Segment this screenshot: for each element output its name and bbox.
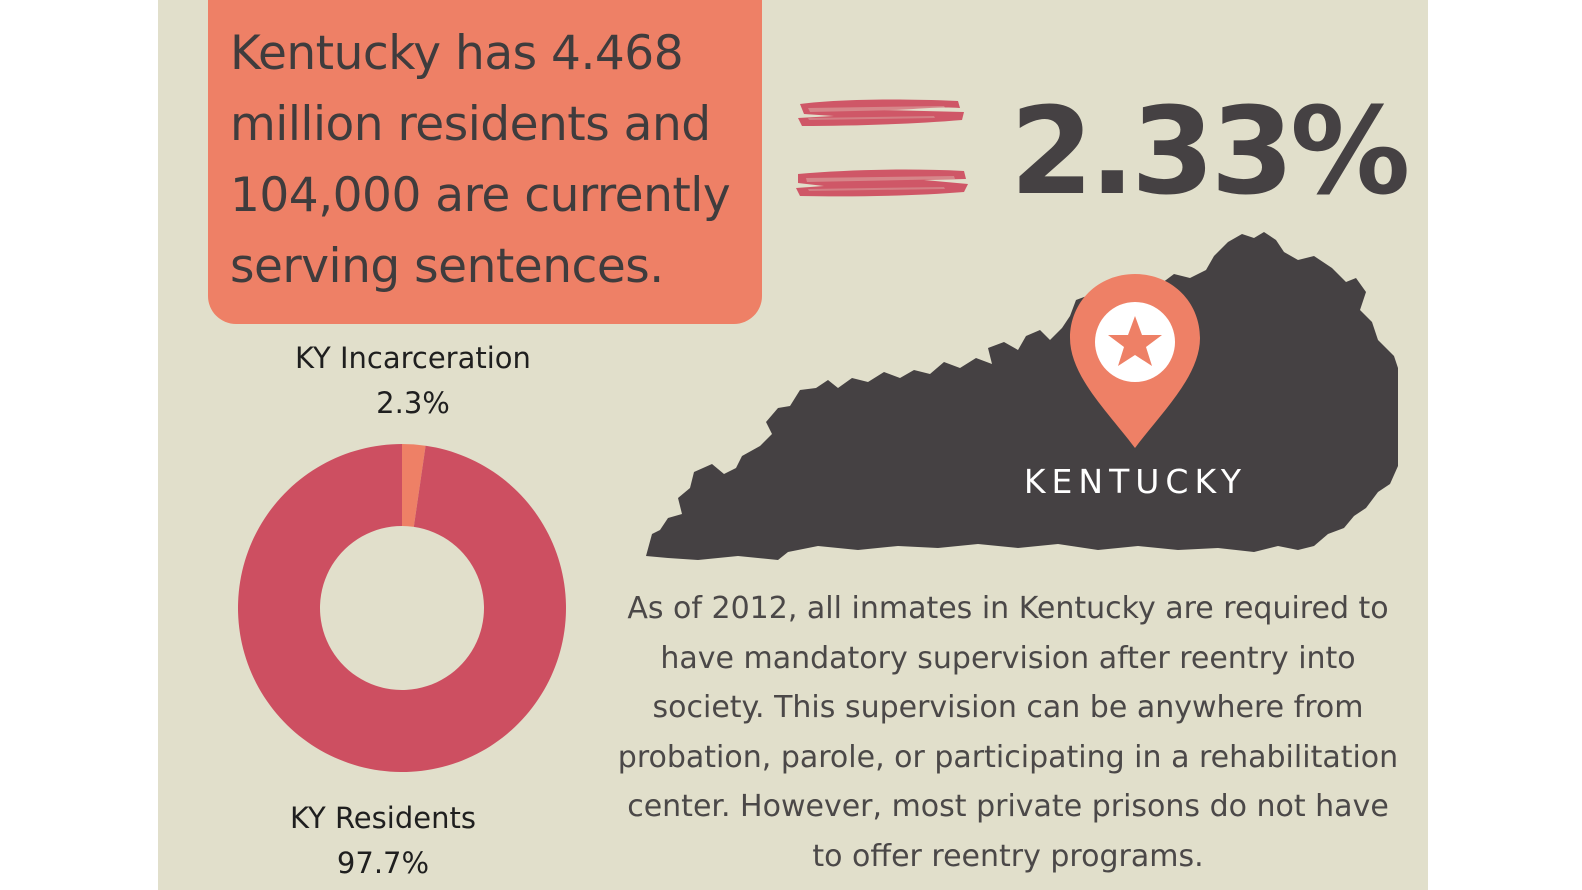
brush-equals-icon (796, 99, 968, 197)
reentry-note: As of 2012, all inmates in Kentucky are … (617, 591, 1399, 874)
label-residents-value: 97.7% (336, 846, 430, 880)
label-incarceration-name: KY Incarceration (295, 341, 531, 375)
donut-slice-ky-incarceration (402, 444, 426, 527)
donut-chart (237, 444, 566, 772)
map-label: KENTUCKY (1023, 462, 1248, 501)
infographic-panel: Kentucky has 4.468 million residents and… (158, 0, 1428, 890)
callout-text: Kentucky has 4.468 million residents and… (230, 26, 731, 294)
population-callout: Kentucky has 4.468 million residents and… (208, 0, 762, 324)
label-residents-name: KY Residents (290, 801, 476, 835)
label-incarceration-value: 2.3% (376, 386, 450, 420)
label-ky-residents: KY Residents 97.7% (258, 796, 508, 886)
location-pin-star-icon (1070, 274, 1200, 448)
label-ky-incarceration: KY Incarceration 2.3% (278, 336, 548, 426)
kentucky-state-map-icon (646, 232, 1398, 560)
headline-percent: 2.33% (1010, 83, 1410, 222)
donut-slice-ky-residents (237, 444, 566, 772)
